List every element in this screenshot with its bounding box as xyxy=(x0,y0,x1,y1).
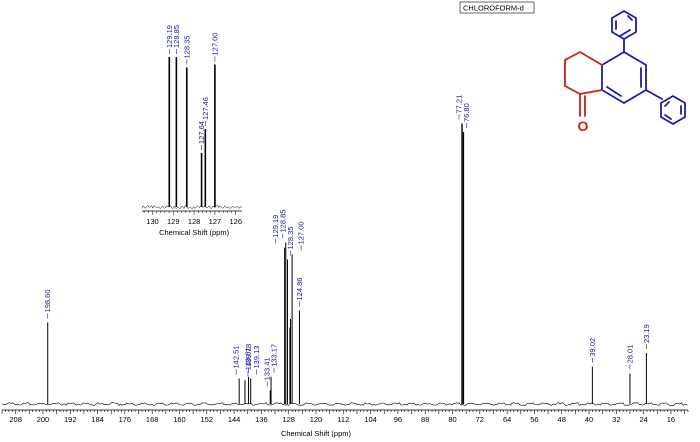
inset-tick-label-129: 129 xyxy=(167,217,180,226)
main-tick-label-96: 96 xyxy=(394,415,402,424)
solvent-label: CHLOROFORM-d xyxy=(463,4,524,13)
main-peak-label-198.60: 198.60 xyxy=(43,289,52,312)
main-tick-label-136: 136 xyxy=(255,415,268,424)
main-peak-label-76.80: 76.80 xyxy=(462,103,471,122)
inset-peak-label-127.46: 127.46 xyxy=(201,97,210,120)
inset-peak-label-128.35: 128.35 xyxy=(182,36,191,59)
cyclohexanone-ring xyxy=(564,51,603,117)
main-tick-label-104: 104 xyxy=(364,415,377,424)
main-tick-label-152: 152 xyxy=(201,415,214,424)
main-peak-label-127.00: 127.00 xyxy=(297,221,306,244)
main-tick-label-120: 120 xyxy=(310,415,323,424)
main-tick-label-88: 88 xyxy=(421,415,429,424)
main-tick-label-192: 192 xyxy=(64,415,77,424)
main-tick-label-144: 144 xyxy=(228,415,241,424)
main-peak-label-139.78: 139.78 xyxy=(244,344,253,367)
main-peak-label-128.85: 128.85 xyxy=(278,210,287,233)
inset-tick-label-130: 130 xyxy=(146,217,159,226)
main-peak-label-139.13: 139.13 xyxy=(252,346,261,369)
inset-tick-label-127: 127 xyxy=(209,217,222,226)
inset-tick-label-126: 126 xyxy=(229,217,242,226)
inset-tick-label-128: 128 xyxy=(188,217,201,226)
main-tick-label-160: 160 xyxy=(173,415,186,424)
main-peak-label-124.86: 124.86 xyxy=(295,278,304,301)
main-peak-label-140.81: 140.81 xyxy=(243,347,252,370)
main-tick-label-40: 40 xyxy=(585,415,593,424)
main-x-axis-title: Chemical Shift (ppm) xyxy=(281,429,352,438)
main-tick-label-72: 72 xyxy=(476,415,484,424)
main-tick-label-128: 128 xyxy=(282,415,295,424)
main-peak-label-133.17: 133.17 xyxy=(270,344,279,367)
main-tick-label-80: 80 xyxy=(448,415,456,424)
main-tick-label-16: 16 xyxy=(667,415,675,424)
inset-peak-label-128.85: 128.85 xyxy=(172,25,181,48)
main-tick-label-24: 24 xyxy=(639,415,647,424)
main-peak-label-39.02: 39.02 xyxy=(588,338,597,357)
main-tick-label-168: 168 xyxy=(146,415,159,424)
main-tick-label-176: 176 xyxy=(119,415,132,424)
main-tick-label-56: 56 xyxy=(530,415,538,424)
inset-x-axis-title: Chemical Shift (ppm) xyxy=(159,228,230,237)
main-tick-label-48: 48 xyxy=(558,415,566,424)
central-aromatic-ring xyxy=(601,38,663,104)
main-x-ticks: 208 200 192 184 176 168 160 152 144 136 128 120 112 1… xyxy=(1,410,689,424)
inset-peak-label-127.00: 127.00 xyxy=(210,33,219,56)
main-peak-label-28.01: 28.01 xyxy=(625,345,634,364)
inset-peaks xyxy=(168,57,216,207)
main-peak-label-129.19: 129.19 xyxy=(271,215,280,238)
main-tick-label-200: 200 xyxy=(37,415,50,424)
inset-peak-label-129.19: 129.19 xyxy=(165,25,174,48)
inset-x-ticks: 130 129 128 127 126 xyxy=(143,211,242,226)
molecular-structure: O xyxy=(564,10,686,134)
phenyl-right xyxy=(660,95,686,125)
inset-baseline xyxy=(141,205,242,210)
main-tick-label-184: 184 xyxy=(91,415,104,424)
main-tick-label-64: 64 xyxy=(503,415,511,424)
main-peaks xyxy=(47,123,647,404)
main-tick-label-208: 208 xyxy=(9,415,22,424)
carbonyl-oxygen-label: O xyxy=(578,118,589,134)
main-tick-label-112: 112 xyxy=(337,415,349,424)
phenyl-top xyxy=(611,10,637,40)
main-peak-label-133.41: 133.41 xyxy=(263,357,272,380)
main-peak-label-128.35: 128.35 xyxy=(286,227,295,250)
main-tick-label-32: 32 xyxy=(612,415,620,424)
solvent-label-box xyxy=(459,1,535,14)
inset-peak-label-127.64: 127.64 xyxy=(197,121,206,144)
main-peak-label-142.51: 142.51 xyxy=(232,346,241,369)
main-baseline xyxy=(1,402,688,406)
main-peak-label-23.19: 23.19 xyxy=(642,324,651,343)
main-peak-label-77.21: 77.21 xyxy=(455,95,464,114)
